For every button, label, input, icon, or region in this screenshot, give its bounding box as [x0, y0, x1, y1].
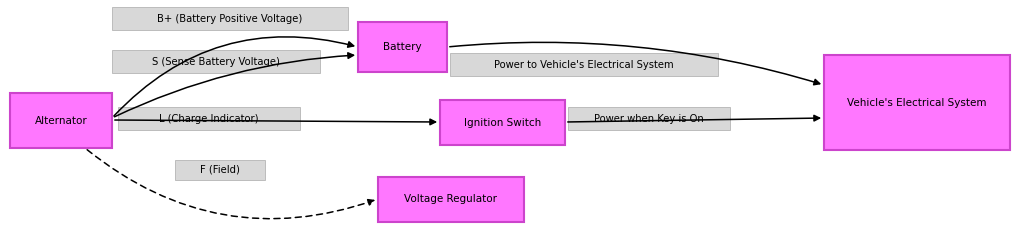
- FancyBboxPatch shape: [112, 50, 319, 73]
- Text: Vehicle's Electrical System: Vehicle's Electrical System: [847, 98, 987, 108]
- FancyBboxPatch shape: [450, 53, 718, 76]
- Text: F (Field): F (Field): [200, 165, 240, 175]
- FancyBboxPatch shape: [440, 100, 565, 145]
- Text: B+ (Battery Positive Voltage): B+ (Battery Positive Voltage): [158, 13, 303, 23]
- Text: Voltage Regulator: Voltage Regulator: [404, 195, 498, 205]
- Text: Battery: Battery: [383, 42, 422, 52]
- Text: Alternator: Alternator: [35, 115, 87, 125]
- FancyBboxPatch shape: [378, 177, 524, 222]
- Text: Ignition Switch: Ignition Switch: [464, 118, 541, 127]
- FancyBboxPatch shape: [358, 22, 447, 72]
- Text: S (Sense Battery Voltage): S (Sense Battery Voltage): [152, 56, 280, 66]
- FancyBboxPatch shape: [112, 7, 348, 30]
- FancyBboxPatch shape: [824, 55, 1010, 150]
- FancyBboxPatch shape: [10, 93, 112, 148]
- Text: Power when Key is On: Power when Key is On: [594, 114, 703, 124]
- FancyBboxPatch shape: [175, 160, 265, 180]
- FancyBboxPatch shape: [118, 107, 300, 130]
- Text: Power to Vehicle's Electrical System: Power to Vehicle's Electrical System: [495, 60, 674, 70]
- Text: L (Charge Indicator): L (Charge Indicator): [160, 114, 259, 124]
- FancyBboxPatch shape: [568, 107, 730, 130]
